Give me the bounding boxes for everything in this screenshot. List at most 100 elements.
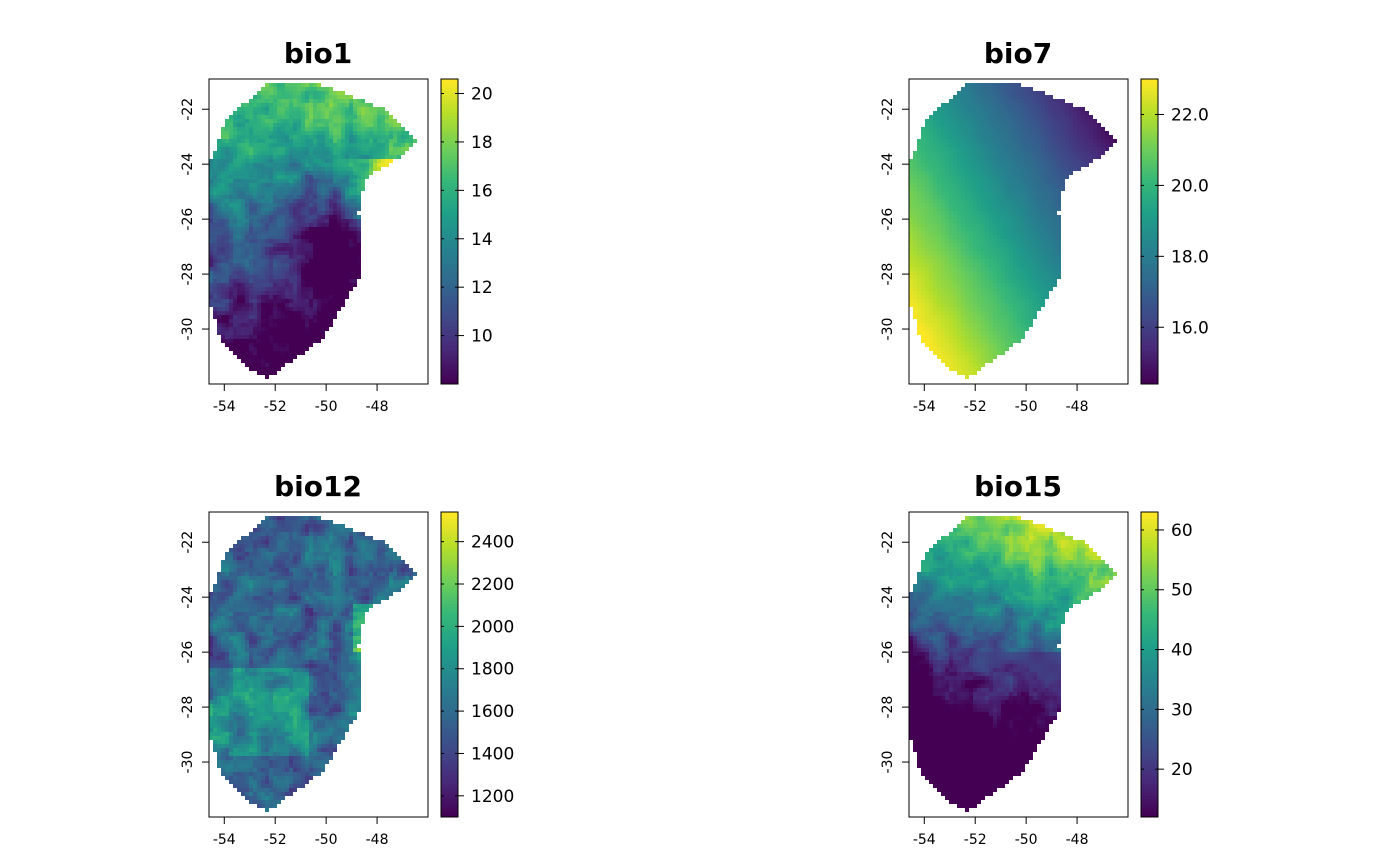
raster-cell xyxy=(917,311,921,315)
raster-cell xyxy=(1053,267,1057,271)
raster-cell xyxy=(1021,119,1025,123)
raster-cell xyxy=(293,163,297,167)
raster-cell xyxy=(977,275,981,279)
raster-cell xyxy=(265,307,269,311)
raster-cell xyxy=(313,303,317,307)
raster-cell xyxy=(309,115,313,119)
raster-cell xyxy=(1057,191,1061,195)
raster-cell xyxy=(921,199,925,203)
raster-cell xyxy=(333,231,337,235)
raster-cell xyxy=(265,207,269,211)
raster-cell xyxy=(981,235,985,239)
raster-cell xyxy=(405,147,409,151)
raster-cell xyxy=(309,211,313,215)
raster-cell xyxy=(313,287,317,291)
raster-cell xyxy=(1045,155,1049,159)
raster-cell xyxy=(993,119,997,123)
raster-cell xyxy=(997,275,1001,279)
raster-cell xyxy=(1073,139,1077,143)
raster-cell xyxy=(233,199,237,203)
raster-cell xyxy=(353,171,357,175)
raster-cell xyxy=(241,267,245,271)
raster-cell xyxy=(969,107,973,111)
raster-cell xyxy=(305,187,309,191)
raster-cell xyxy=(233,271,237,275)
raster-cell xyxy=(241,255,245,259)
raster-cell xyxy=(325,311,329,315)
raster-cell xyxy=(969,87,973,91)
raster-cell xyxy=(977,255,981,259)
raster-cell xyxy=(985,127,989,131)
raster-cell xyxy=(929,299,933,303)
raster-cell xyxy=(945,123,949,127)
raster-cell xyxy=(957,171,961,175)
raster-cell xyxy=(341,127,345,131)
raster-cell xyxy=(985,119,989,123)
raster-cell xyxy=(305,163,309,167)
raster-cell xyxy=(305,339,309,343)
raster-cell xyxy=(277,363,281,367)
raster-cell xyxy=(221,307,225,311)
raster-cell xyxy=(925,247,929,251)
raster-cell xyxy=(273,295,277,299)
raster-cell xyxy=(965,235,969,239)
raster-cell xyxy=(225,259,229,263)
raster-cell xyxy=(1017,103,1021,107)
raster-cell xyxy=(257,231,261,235)
raster-cell xyxy=(977,115,981,119)
raster-cell xyxy=(349,243,353,247)
raster-cell xyxy=(285,339,289,343)
raster-cell xyxy=(341,251,345,255)
raster-cell xyxy=(1029,95,1033,99)
legend-color-step xyxy=(441,237,458,242)
raster-cell xyxy=(285,307,289,311)
raster-cell xyxy=(221,127,225,131)
raster-cell xyxy=(1041,91,1045,95)
raster-cell xyxy=(277,175,281,179)
raster-cell xyxy=(285,207,289,211)
raster-cell xyxy=(921,143,925,147)
raster-cell xyxy=(1093,139,1097,143)
raster-cell xyxy=(1057,271,1061,275)
raster-cell xyxy=(209,283,213,287)
raster-cell xyxy=(1021,103,1025,107)
raster-cell xyxy=(1025,211,1029,215)
raster-cell xyxy=(281,167,285,171)
raster-cell xyxy=(1041,207,1045,211)
raster-cell xyxy=(1021,315,1025,319)
raster-cell xyxy=(265,235,269,239)
raster-cell xyxy=(297,275,301,279)
raster-cell xyxy=(265,359,269,363)
raster-cell xyxy=(265,107,269,111)
raster-cell xyxy=(1021,171,1025,175)
raster-cell xyxy=(957,139,961,143)
raster-cell xyxy=(229,275,233,279)
raster-cell xyxy=(277,87,281,91)
raster-cell xyxy=(941,247,945,251)
raster-cell xyxy=(325,279,329,283)
raster-cell xyxy=(965,291,969,295)
raster-cell xyxy=(289,199,293,203)
raster-cell xyxy=(961,155,965,159)
raster-cell xyxy=(293,299,297,303)
raster-cell xyxy=(989,99,993,103)
raster-cell xyxy=(1077,111,1081,115)
raster-cell xyxy=(981,95,985,99)
raster-cell xyxy=(381,131,385,135)
raster-cell xyxy=(337,227,341,231)
raster-cell xyxy=(257,347,261,351)
raster-cell xyxy=(1013,131,1017,135)
raster-cell xyxy=(965,111,969,115)
raster-cell xyxy=(285,227,289,231)
raster-cell xyxy=(269,147,273,151)
raster-cell xyxy=(981,251,985,255)
raster-cell xyxy=(233,175,237,179)
legend-color-step xyxy=(441,350,458,354)
raster-cell xyxy=(293,247,297,251)
raster-cell xyxy=(313,115,317,119)
raster-cell xyxy=(217,155,221,159)
raster-cell xyxy=(929,187,933,191)
raster-cell xyxy=(289,235,293,239)
raster-cell xyxy=(949,279,953,283)
raster-cell xyxy=(909,243,913,247)
